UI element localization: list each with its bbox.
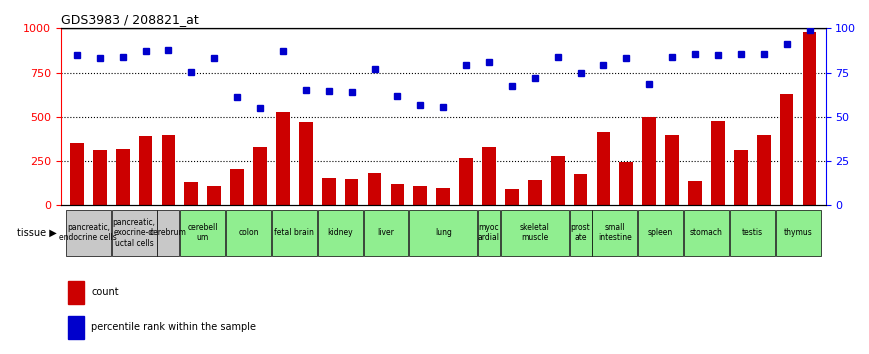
Text: cerebrum: cerebrum — [150, 228, 187, 237]
Bar — [527, 180, 541, 205]
FancyBboxPatch shape — [111, 210, 156, 256]
Bar — [666, 135, 679, 205]
Bar — [162, 135, 176, 205]
FancyBboxPatch shape — [501, 210, 568, 256]
Text: testis: testis — [742, 228, 763, 237]
FancyBboxPatch shape — [776, 210, 820, 256]
Bar — [505, 188, 519, 205]
Bar — [184, 182, 198, 205]
Bar — [253, 147, 267, 205]
Text: thymus: thymus — [784, 228, 813, 237]
FancyBboxPatch shape — [272, 210, 317, 256]
FancyBboxPatch shape — [226, 210, 271, 256]
Bar — [551, 156, 565, 205]
Bar — [70, 143, 83, 205]
Bar — [620, 162, 634, 205]
Text: kidney: kidney — [328, 228, 353, 237]
Text: small
intestine: small intestine — [598, 223, 632, 242]
Bar — [803, 32, 816, 205]
FancyBboxPatch shape — [569, 210, 592, 256]
Bar — [69, 281, 83, 304]
Bar — [482, 147, 496, 205]
Bar — [390, 184, 404, 205]
FancyBboxPatch shape — [363, 210, 408, 256]
Bar — [734, 150, 747, 205]
Text: GDS3983 / 208821_at: GDS3983 / 208821_at — [61, 13, 199, 26]
Text: myoc
ardial: myoc ardial — [478, 223, 500, 242]
FancyBboxPatch shape — [66, 210, 110, 256]
Bar — [368, 172, 381, 205]
Bar — [757, 135, 771, 205]
Bar — [597, 132, 610, 205]
Bar — [93, 150, 107, 205]
Text: percentile rank within the sample: percentile rank within the sample — [91, 322, 256, 332]
Text: count: count — [91, 287, 119, 297]
FancyBboxPatch shape — [318, 210, 362, 256]
Text: fetal brain: fetal brain — [275, 228, 315, 237]
Text: pancreatic,
exocrine-d
uctal cells: pancreatic, exocrine-d uctal cells — [113, 218, 156, 248]
FancyBboxPatch shape — [157, 210, 179, 256]
FancyBboxPatch shape — [684, 210, 729, 256]
FancyBboxPatch shape — [478, 210, 500, 256]
Bar — [688, 181, 702, 205]
Bar — [69, 316, 83, 339]
Bar — [276, 112, 289, 205]
Text: prost
ate: prost ate — [571, 223, 590, 242]
Bar — [116, 149, 129, 205]
Text: skeletal
muscle: skeletal muscle — [520, 223, 550, 242]
Bar — [459, 159, 473, 205]
Bar — [436, 188, 450, 205]
FancyBboxPatch shape — [638, 210, 683, 256]
Bar — [322, 178, 335, 205]
Bar — [139, 136, 152, 205]
Bar — [574, 175, 587, 205]
FancyBboxPatch shape — [181, 210, 225, 256]
Bar — [414, 186, 428, 205]
FancyBboxPatch shape — [409, 210, 477, 256]
Text: colon: colon — [238, 228, 259, 237]
Bar — [779, 94, 793, 205]
Text: liver: liver — [377, 228, 395, 237]
Text: stomach: stomach — [690, 228, 723, 237]
Bar — [299, 122, 313, 205]
Text: tissue ▶: tissue ▶ — [17, 228, 56, 238]
Bar — [208, 186, 221, 205]
FancyBboxPatch shape — [593, 210, 637, 256]
Text: pancreatic,
endocrine cells: pancreatic, endocrine cells — [59, 223, 117, 242]
Bar — [642, 117, 656, 205]
Text: spleen: spleen — [648, 228, 673, 237]
Bar — [345, 179, 359, 205]
Text: cerebell
um: cerebell um — [188, 223, 218, 242]
Bar — [230, 169, 244, 205]
FancyBboxPatch shape — [730, 210, 775, 256]
Bar — [711, 121, 725, 205]
Text: lung: lung — [434, 228, 452, 237]
